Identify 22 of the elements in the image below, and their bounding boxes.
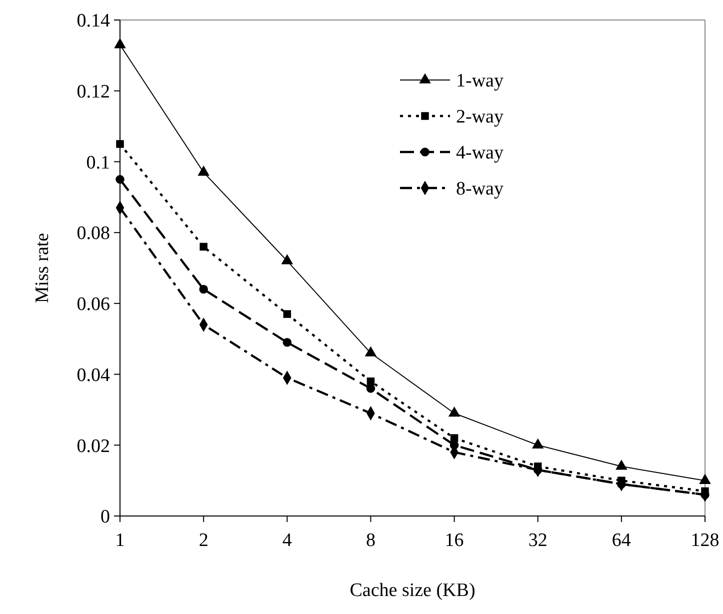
x-tick-label: 4	[282, 530, 292, 551]
y-axis-title: Miss rate	[32, 232, 53, 304]
legend-label: 8-way	[456, 178, 504, 200]
y-tick-label: 0.1	[86, 152, 110, 174]
x-tick-label: 1	[115, 530, 125, 551]
y-tick-label: 0.06	[76, 294, 110, 316]
legend-label: 1-way	[456, 70, 504, 92]
y-tick-label: 0	[100, 506, 110, 528]
y-tick-label: 0.02	[76, 436, 110, 457]
x-tick-label: 2	[198, 530, 208, 551]
y-tick-label: 0.14	[76, 10, 110, 32]
x-tick-label: 32	[528, 530, 548, 551]
x-tick-label: 128	[690, 530, 720, 551]
legend-label: 2-way	[456, 106, 504, 128]
y-tick-label: 0.04	[76, 364, 110, 386]
legend-label: 4-way	[456, 142, 504, 164]
x-tick-label: 16	[444, 530, 464, 551]
x-axis-title: Cache size (KB)	[350, 580, 476, 601]
x-tick-label: 64	[612, 530, 632, 551]
y-tick-label: 0.08	[76, 223, 110, 244]
y-tick-label: 0.12	[76, 82, 110, 103]
x-tick-label: 8	[366, 530, 376, 551]
